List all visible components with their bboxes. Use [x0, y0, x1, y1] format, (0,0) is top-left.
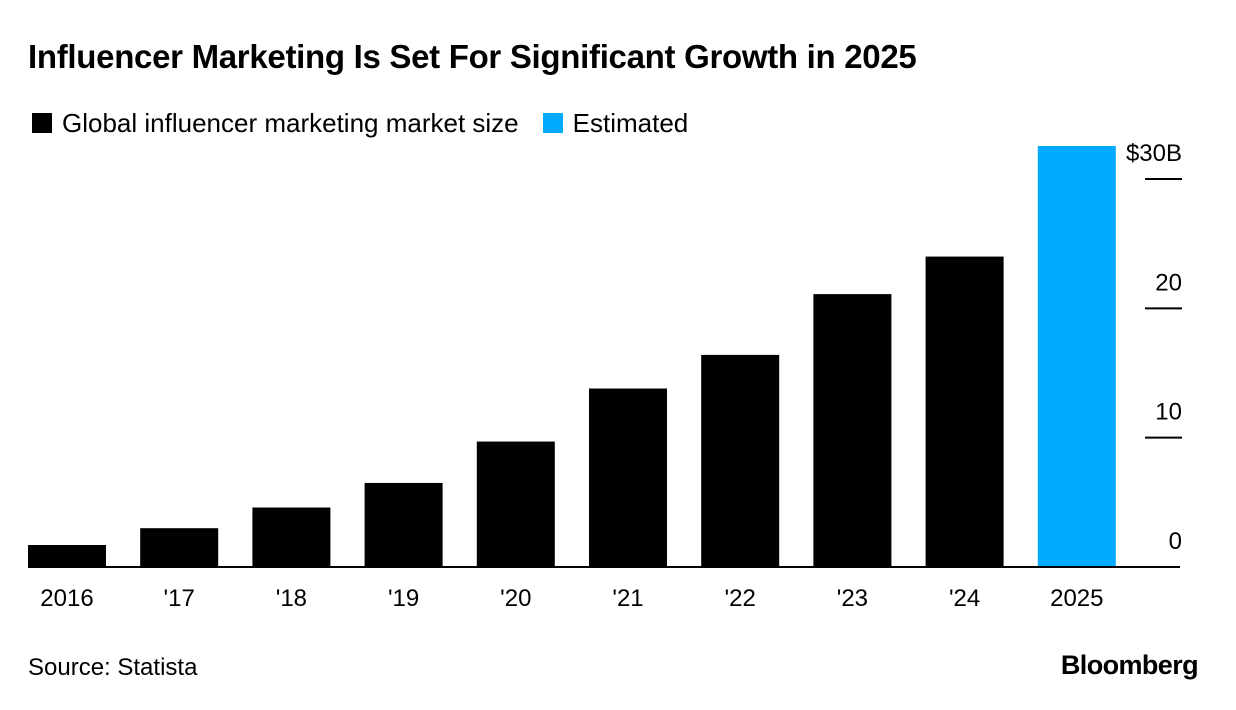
- legend-label-market-size: Global influencer marketing market size: [62, 107, 519, 138]
- bar-21: [589, 388, 667, 567]
- y-tick-label: 20: [1155, 269, 1182, 296]
- x-tick-label: '22: [725, 585, 756, 612]
- legend-swatch-market-size: [32, 113, 52, 133]
- x-tick-label: '21: [612, 585, 643, 612]
- bar-22: [701, 354, 780, 567]
- x-tick-label: '18: [276, 585, 307, 612]
- x-tick-label: '24: [949, 585, 980, 612]
- chart-title: Influencer Marketing Is Set For Signific…: [28, 38, 917, 75]
- y-tick-label: 0: [1169, 528, 1182, 555]
- legend-swatch-estimated: [542, 113, 563, 133]
- legend-item-market-size: Global influencer marketing market size: [32, 108, 519, 139]
- bar-2025: [1037, 146, 1116, 567]
- bar-24: [925, 256, 1004, 567]
- bar-19: [364, 482, 443, 567]
- x-tick-label: '17: [164, 585, 195, 612]
- x-tick-label: 2025: [1050, 585, 1103, 612]
- bar-18: [252, 507, 331, 567]
- legend: Global influencer marketing market size …: [32, 106, 712, 140]
- y-tick-label: 10: [1155, 399, 1182, 426]
- bar-17: [140, 528, 219, 567]
- x-tick-label: '20: [500, 585, 531, 612]
- y-tick-label: $30B: [1126, 140, 1182, 167]
- x-tick-label: '23: [837, 585, 868, 612]
- bloomberg-logo: Bloomberg: [1060, 650, 1199, 680]
- bar-23: [813, 294, 892, 567]
- source-note: Source: Statista: [28, 654, 198, 681]
- legend-label-estimated: Estimated: [572, 107, 689, 138]
- bar-2016: [28, 545, 106, 567]
- x-tick-label: '19: [388, 585, 419, 612]
- legend-item-estimated: Estimated: [542, 107, 689, 139]
- x-tick-label: 2016: [40, 585, 93, 612]
- bar-20: [476, 441, 555, 567]
